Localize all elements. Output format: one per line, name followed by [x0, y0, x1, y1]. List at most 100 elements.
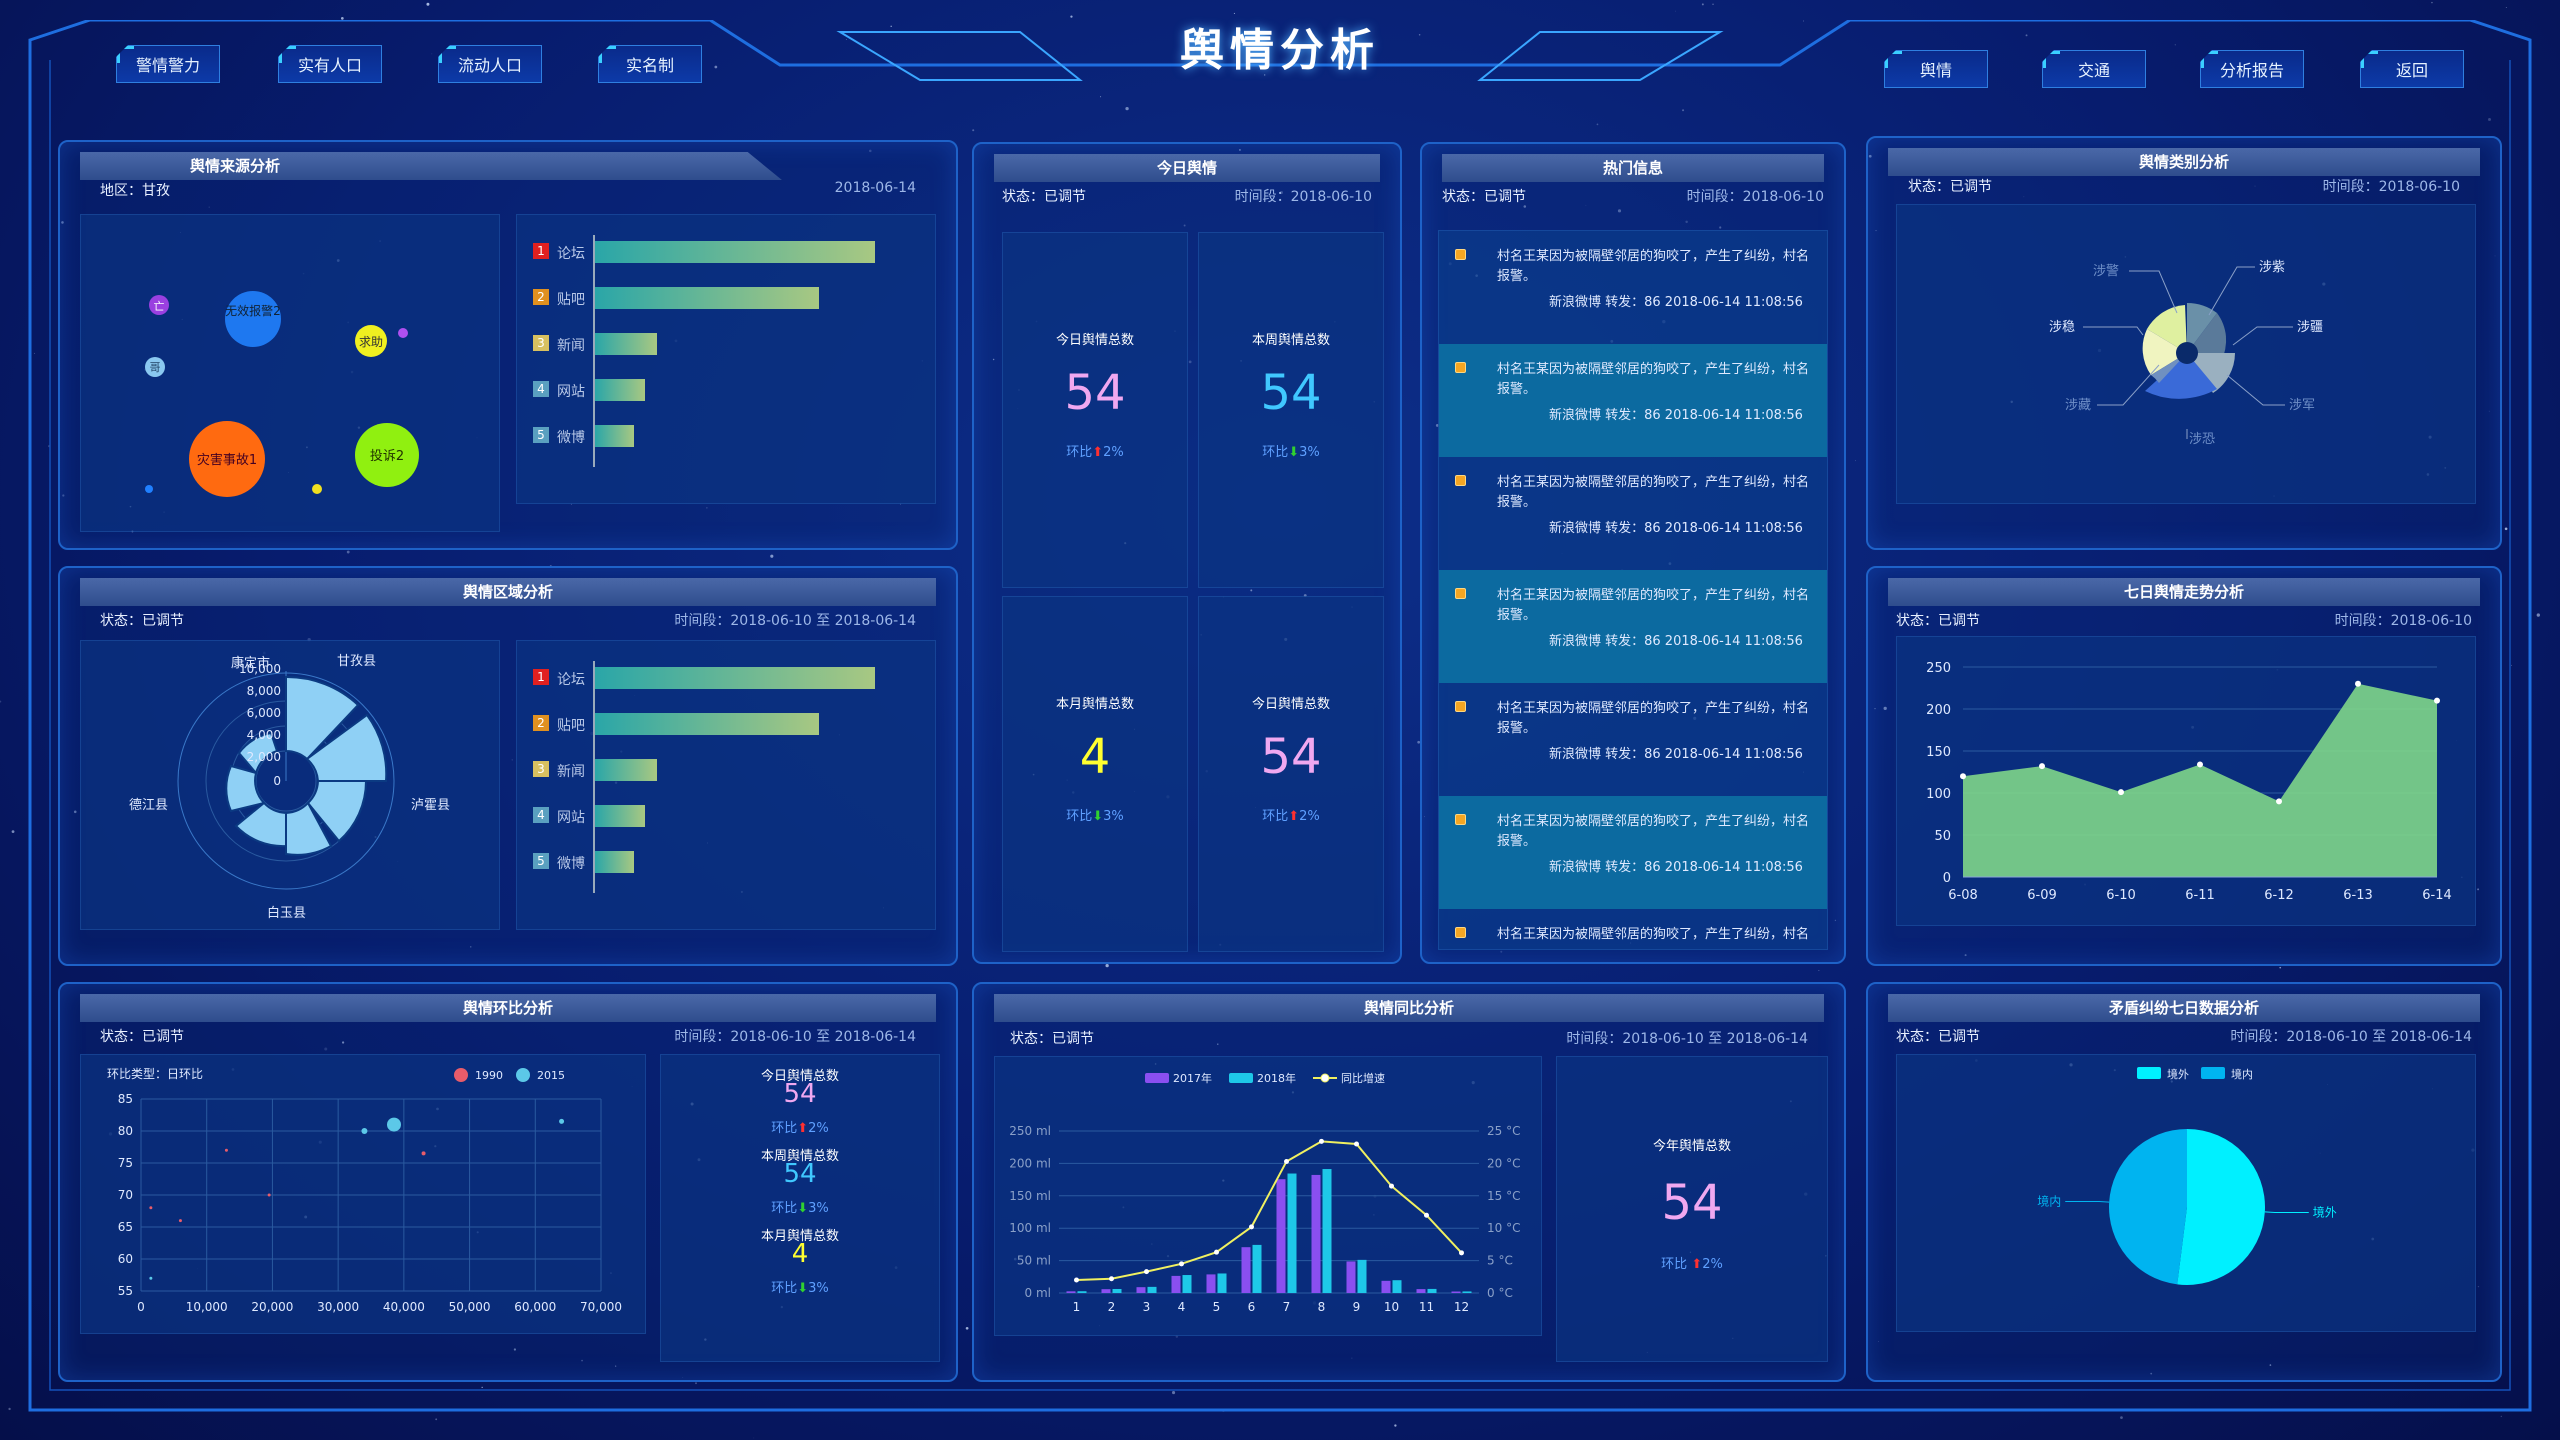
- legend-swatch: [1229, 1073, 1253, 1083]
- stat-value: 54: [1260, 729, 1322, 785]
- news-source: 新浪微博 转发：86 2018-06-14 11:08:56: [1549, 521, 1803, 536]
- y-tick-label: 150: [1926, 745, 1951, 760]
- ratio-label: 环比: [771, 1201, 798, 1216]
- x-tick-label: 10: [1384, 1300, 1399, 1314]
- rank-badge: 1: [533, 243, 549, 259]
- y-right-tick: 0 °C: [1487, 1286, 1513, 1300]
- bar-2017: [1451, 1291, 1461, 1293]
- polar-cat-label: 康定市: [231, 655, 270, 671]
- bar-2018: [1427, 1288, 1437, 1293]
- nav-police[interactable]: 警情警力: [116, 45, 220, 83]
- nav-traffic[interactable]: 交通: [2042, 50, 2146, 88]
- bar-2018: [1077, 1291, 1087, 1293]
- x-tick-label: 2: [1108, 1300, 1116, 1314]
- news-item[interactable]: 村名王某因为被隔壁邻居的狗咬了，产生了纠纷，村名报警。 新浪微博 转发：86 20…: [1439, 683, 1827, 796]
- trend-point: [2039, 763, 2045, 770]
- news-item[interactable]: 村名王某因为被隔壁邻居的狗咬了，产生了纠纷，村名报警。 新浪微博 转发：86 20…: [1439, 344, 1827, 457]
- today-time: 时间段：2018-06-10: [1234, 189, 1372, 205]
- scatter-point: [421, 1151, 426, 1156]
- x-tick-label: 9: [1353, 1300, 1361, 1314]
- news-item[interactable]: 村名王某因为被隔壁邻居的狗咬了，产生了纠纷，村名报警。 新浪微博 转发：86 20…: [1439, 570, 1827, 683]
- x-tick-label: 12: [1454, 1300, 1469, 1314]
- y-tick-label: 85: [118, 1092, 133, 1106]
- arrow-down-icon: ⬇: [797, 1281, 809, 1296]
- legend-label: 境外: [2167, 1067, 2189, 1081]
- yoy-stat-caption: 今年舆情总数: [1652, 1139, 1731, 1154]
- nav-resident[interactable]: 实有人口: [278, 45, 382, 83]
- y-tick-label: 65: [118, 1220, 133, 1234]
- stat-caption: 今日舆情总数: [760, 1069, 839, 1084]
- trend-panel-title: 七日舆情走势分析: [1888, 578, 2480, 606]
- legend-label: 2015: [537, 1069, 565, 1082]
- category-panel-title: 舆情类别分析: [1888, 148, 2480, 176]
- bar-2017: [1241, 1247, 1251, 1293]
- growth-line: [1076, 1140, 1463, 1282]
- bar-axis: [593, 661, 595, 893]
- ratio-label: 环比: [1661, 1257, 1688, 1272]
- ratio-pct: 3%: [808, 1281, 829, 1296]
- stat-ratio: 环比⬆2%: [661, 1117, 939, 1136]
- scatter-type-label: 环比类型：日环比: [107, 1067, 204, 1081]
- ring-panel-title: 舆情环比分析: [80, 994, 936, 1022]
- stat-value: 4: [791, 1239, 809, 1269]
- nav-report[interactable]: 分析报告: [2200, 50, 2304, 88]
- x-tick-label: 0: [137, 1300, 145, 1314]
- arrow-down-icon: ⬇: [1092, 809, 1104, 824]
- y-tick-label: 55: [118, 1284, 133, 1298]
- stat-caption: 本周舆情总数: [1251, 333, 1330, 348]
- source-date: 2018-06-14: [834, 180, 916, 196]
- x-tick-label: 3: [1143, 1300, 1151, 1314]
- legend-swatch: [1145, 1073, 1169, 1083]
- dispute-time: 时间段：2018-06-10 至 2018-06-14: [2230, 1029, 2472, 1045]
- y-tick-label: 80: [118, 1124, 133, 1138]
- nav-opinion[interactable]: 舆情: [1884, 50, 1988, 88]
- y-tick-label: 60: [118, 1252, 133, 1266]
- bar-category-label: 论坛: [557, 672, 585, 688]
- trend-chart: 0 50 100 150 200 250 6-08 6-09 6-10 6-11 6-12 6-13 6…: [1896, 636, 2476, 926]
- news-source: 新浪微博 转发：86 2018-06-14 11:08:56: [1549, 747, 1803, 762]
- yoy-stat: 今年舆情总数 54 环比 ⬆2%: [1556, 1056, 1828, 1362]
- polar-tick: 0: [273, 774, 281, 788]
- stat-caption: 本月舆情总数: [1055, 697, 1134, 712]
- bar-mark: [595, 759, 657, 781]
- nav-floating[interactable]: 流动人口: [438, 45, 542, 83]
- rank-badge: 1: [533, 669, 549, 685]
- news-item[interactable]: 村名王某因为被隔壁邻居的狗咬了，产生了纠纷，村名: [1439, 909, 1827, 949]
- news-bullet-icon: [1455, 475, 1466, 486]
- yoy-time: 时间段：2018-06-10 至 2018-06-14: [1566, 1031, 1808, 1047]
- bar-2018: [1322, 1169, 1332, 1293]
- stat-value: 54: [1064, 365, 1126, 421]
- nav-realname[interactable]: 实名制: [598, 45, 702, 83]
- nav-back[interactable]: 返回: [2360, 50, 2464, 88]
- news-item[interactable]: 村名王某因为被隔壁邻居的狗咬了，产生了纠纷，村名报警。 新浪微博 转发：86 20…: [1439, 796, 1827, 909]
- stat-value: 54: [1260, 365, 1322, 421]
- trend-point: [2434, 697, 2440, 704]
- hot-status: 状态：已调节: [1442, 189, 1526, 205]
- bar-mark: [595, 287, 819, 309]
- legend-swatch: [2137, 1067, 2161, 1079]
- news-item[interactable]: 村名王某因为被隔壁邻居的狗咬了，产生了纠纷，村名报警。 新浪微博 转发：86 20…: [1439, 231, 1827, 344]
- news-source: 新浪微博 转发：86 2018-06-14 11:08:56: [1549, 860, 1803, 875]
- bar-2018: [1147, 1286, 1157, 1293]
- growth-point: [1354, 1141, 1359, 1147]
- news-bullet-icon: [1455, 249, 1466, 260]
- news-text: 村名王某因为被隔壁邻居的狗咬了，产生了纠纷，村名报警。: [1497, 249, 1810, 284]
- news-bullet-icon: [1455, 701, 1466, 712]
- news-bullet-icon: [1455, 588, 1466, 599]
- rose-label: 涉疆: [2297, 320, 2323, 335]
- x-tick-label: 6-09: [2027, 888, 2057, 903]
- bar-mark: [595, 333, 657, 355]
- bar-2017: [1311, 1174, 1321, 1293]
- stat-caption: 今日舆情总数: [1055, 333, 1134, 348]
- bar-2017: [1171, 1275, 1181, 1293]
- x-tick-label: 5: [1213, 1300, 1221, 1314]
- bar-category-label: 网站: [557, 810, 585, 826]
- bar-2017: [1101, 1289, 1111, 1293]
- legend-swatch: [454, 1068, 468, 1082]
- dispute-panel: 矛盾纠纷七日数据分析 状态：已调节 时间段：2018-06-10 至 2018-0…: [1866, 982, 2502, 1382]
- news-item[interactable]: 村名王某因为被隔壁邻居的狗咬了，产生了纠纷，村名报警。 新浪微博 转发：86 20…: [1439, 457, 1827, 570]
- bar-mark: [595, 851, 635, 873]
- y-tick-label: 70: [118, 1188, 133, 1202]
- dispute-status: 状态：已调节: [1896, 1029, 1980, 1045]
- growth-point: [1459, 1250, 1464, 1256]
